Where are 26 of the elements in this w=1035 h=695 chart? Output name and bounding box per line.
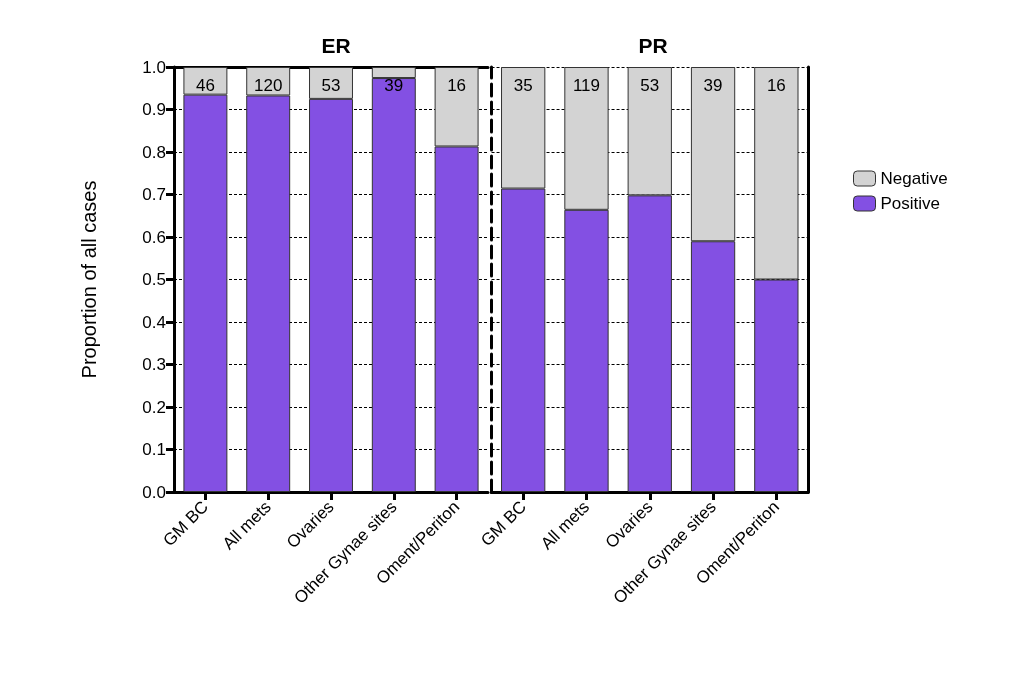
- chart-title: PR: [638, 34, 668, 57]
- annotation: 53: [321, 76, 341, 95]
- annotation: 120: [254, 76, 283, 95]
- annotation: 16: [766, 76, 786, 95]
- chart-title: ER: [321, 34, 351, 57]
- y-tick-label: 0.1: [142, 440, 166, 459]
- y-tick-label: 0.7: [142, 185, 166, 204]
- y-tick-label: 0.4: [142, 312, 166, 332]
- legend-label: Negative: [880, 169, 948, 188]
- legend-label: Positive: [880, 194, 941, 213]
- y-tick-label: 0.8: [142, 142, 166, 162]
- y-tick-label: 0.2: [142, 397, 166, 417]
- annotation: 119: [572, 76, 601, 95]
- y-tick-label: 0.3: [142, 355, 166, 374]
- annotation: 53: [640, 76, 660, 95]
- x-tick-label: GM BC: [477, 497, 530, 551]
- y-tick-label: 0.9: [142, 100, 166, 119]
- annotation: 39: [703, 76, 723, 95]
- y-axis-title: Proportion of all cases: [78, 180, 100, 379]
- annotation: 46: [195, 76, 215, 95]
- y-tick-label: 0.5: [142, 270, 166, 289]
- annotation: 39: [384, 76, 404, 95]
- annotation: 35: [513, 76, 533, 95]
- y-tick-label: 0.6: [142, 227, 166, 247]
- y-tick-label: 1.0: [142, 57, 166, 77]
- annotation: 16: [447, 76, 467, 95]
